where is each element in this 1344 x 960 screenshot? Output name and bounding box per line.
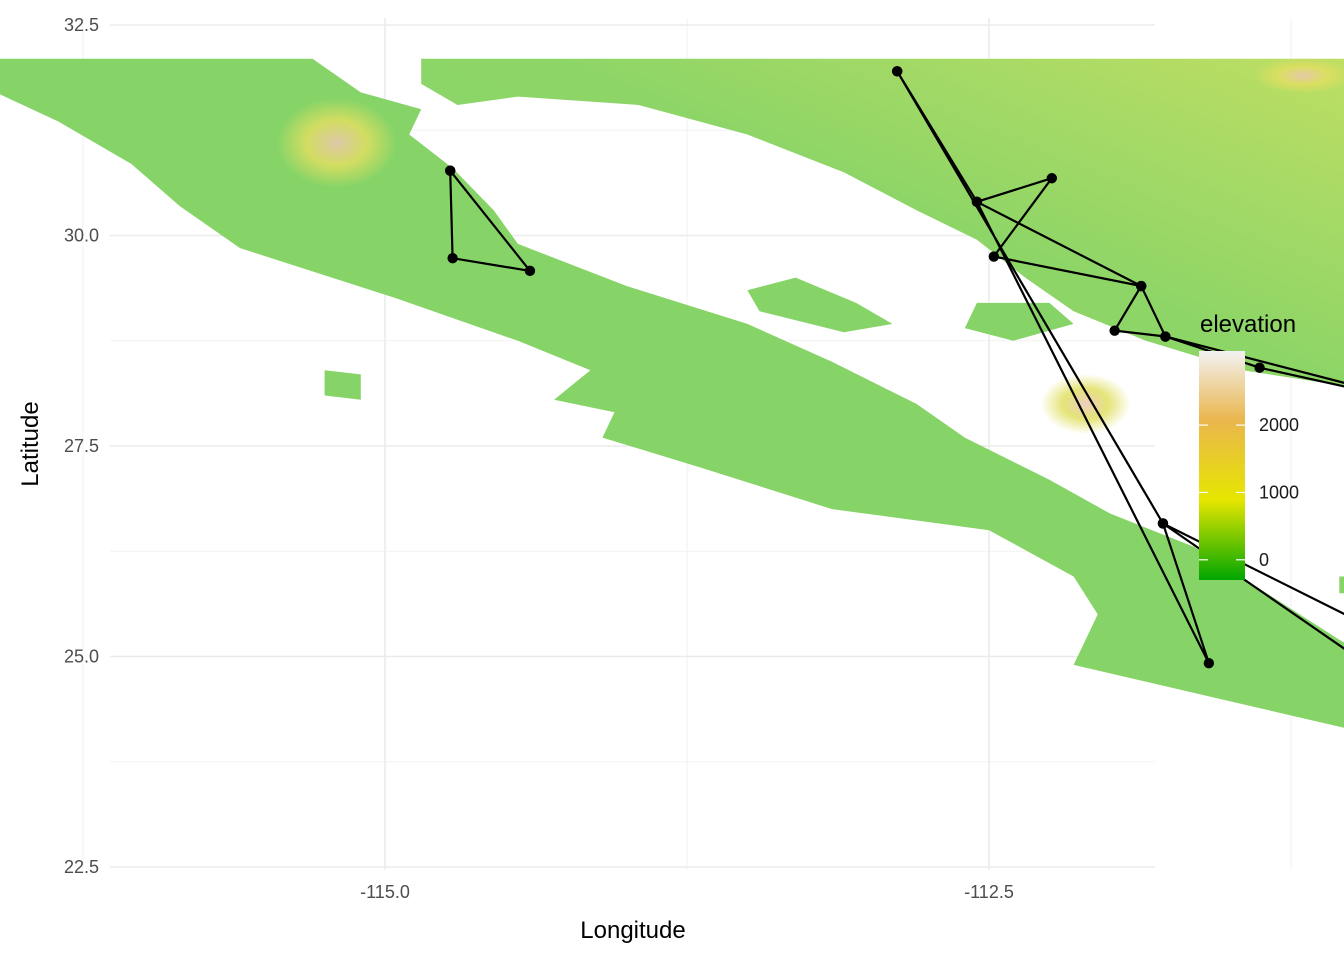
track-point xyxy=(447,253,458,264)
y-tick-labels: 22.5 25.0 27.5 30.0 32.5 xyxy=(64,15,99,877)
legend-tick-label: 2000 xyxy=(1259,415,1299,435)
track-point xyxy=(971,196,983,208)
track-points xyxy=(445,66,1265,669)
island-landmass xyxy=(747,277,893,333)
y-tick-label: 27.5 xyxy=(64,436,99,456)
track-point xyxy=(1203,658,1215,669)
track-point xyxy=(1254,362,1265,373)
legend-tick-label: 1000 xyxy=(1259,482,1299,502)
legend-title: elevation xyxy=(1200,311,1296,338)
y-tick-label: 25.0 xyxy=(64,647,99,667)
x-tick-label: -115.0 xyxy=(360,882,410,902)
elevation-raster xyxy=(0,57,1344,728)
island-landmass xyxy=(964,302,1074,341)
track-point xyxy=(445,165,456,176)
x-axis-title: Longitude xyxy=(580,917,685,944)
track-point xyxy=(1046,173,1058,184)
legend-ticks: 0 1000 2000 xyxy=(1199,415,1299,570)
x-tick-labels: -115.0-112.5-110.0 xyxy=(360,882,1014,902)
track-point xyxy=(1157,518,1169,529)
island-landmass xyxy=(324,370,361,400)
track-point xyxy=(891,66,903,77)
y-axis-title: Latitude xyxy=(17,401,44,486)
island-landmass xyxy=(1339,576,1344,594)
x-tick-label: -112.5 xyxy=(964,882,1014,902)
highland-area xyxy=(1040,373,1131,434)
legend-tick-label: 0 xyxy=(1259,550,1269,570)
track-point xyxy=(988,251,1000,262)
elevation-legend: elevation 0 1000 2000 xyxy=(1199,311,1299,580)
legend-colorbar xyxy=(1199,351,1245,580)
highland-area xyxy=(276,97,397,188)
y-tick-label: 22.5 xyxy=(64,857,99,877)
y-tick-label: 32.5 xyxy=(64,15,99,35)
y-tick-label: 30.0 xyxy=(64,226,99,246)
mainland-landmass xyxy=(421,58,1344,386)
track-point xyxy=(1109,325,1120,336)
baja-track-path xyxy=(449,170,532,272)
track-point xyxy=(524,265,536,277)
track-point xyxy=(1160,331,1171,342)
track-point xyxy=(1136,280,1147,292)
baja-peninsula-landmass xyxy=(0,58,1344,728)
highland-area xyxy=(1253,57,1344,94)
